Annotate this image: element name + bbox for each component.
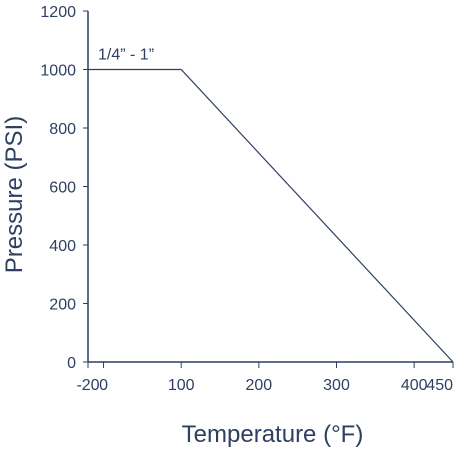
y-tick-label: 1000 [40,63,76,80]
x-tick-label: 200 [245,377,272,394]
x-tick-label: 300 [323,377,350,394]
x-tick-label: 450 [426,377,453,394]
y-axis-title: Pressure (PSI) [1,116,28,273]
x-tick-label: 400 [401,377,428,394]
y-tick-label: 600 [49,180,76,197]
y-axis-ticks: 0 200 400 600 800 1000 1200 [40,4,88,372]
series-line [88,68,454,363]
x-axis-title: Temperature (°F) [182,421,364,448]
x-tick-label: -20 [76,377,99,394]
x-tick-label: 100 [168,377,195,394]
series-annotation: 1/4” - 1” [98,47,154,64]
y-tick-label: 800 [49,121,76,138]
y-tick-label: 200 [49,297,76,314]
x-tick-label: 0 [99,377,108,394]
y-tick-label: 1200 [40,4,76,21]
y-tick-label: 0 [67,355,76,372]
y-tick-label: 400 [49,238,76,255]
